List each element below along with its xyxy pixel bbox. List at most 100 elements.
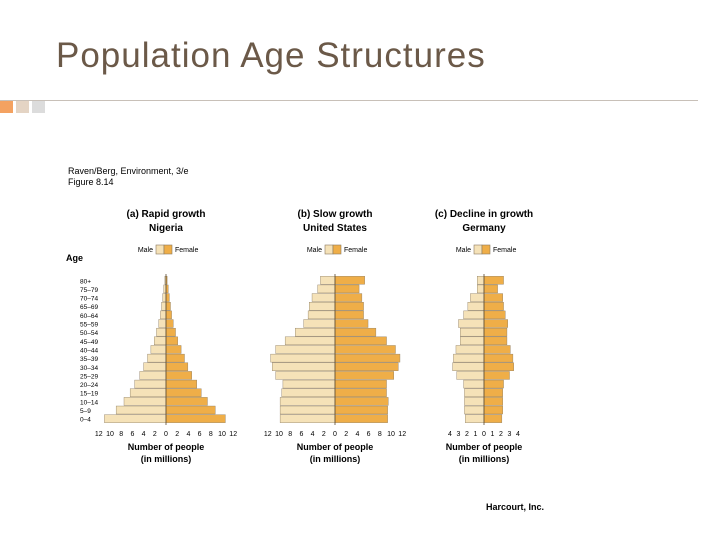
legend-male-label: Male <box>138 247 153 254</box>
panel-title: (a) Rapid growth <box>127 209 206 220</box>
x-axis-label-units: (in millions) <box>459 454 510 464</box>
bar-male <box>139 371 167 380</box>
bar-female <box>483 276 504 285</box>
source-line-1: Raven/Berg, Environment, 3/e <box>68 166 189 176</box>
bar-female <box>165 353 185 363</box>
bar-male <box>270 353 336 363</box>
x-tick-label: 12 <box>398 431 406 438</box>
bar-male <box>463 379 485 389</box>
bar-female <box>334 397 389 406</box>
x-tick-label: 6 <box>367 431 371 438</box>
age-label: 65–69 <box>80 304 98 311</box>
bar-male <box>104 414 167 423</box>
bar-male <box>311 293 336 302</box>
panel-title: (c) Decline in growth <box>435 209 533 220</box>
bar-male <box>460 336 485 346</box>
bar-female <box>483 371 510 380</box>
legend: Male Female <box>138 244 198 255</box>
legend-female-swatch <box>163 244 173 255</box>
age-label: 30–34 <box>80 365 98 372</box>
bar-female <box>165 345 182 354</box>
age-label: 80+ <box>80 278 91 285</box>
x-tick-label: 2 <box>499 431 503 438</box>
bar-male <box>284 336 336 346</box>
bar-male <box>143 362 167 371</box>
bar-male <box>275 371 336 380</box>
legend-male-swatch <box>473 244 483 255</box>
bar-male <box>275 345 336 354</box>
bar-male <box>453 353 485 363</box>
x-tick-label: 12 <box>264 431 272 438</box>
x-tick-label: 10 <box>106 431 114 438</box>
x-tick-label: 2 <box>465 431 469 438</box>
bar-male <box>455 345 485 354</box>
legend-female-label: Female <box>493 247 516 254</box>
bar-female <box>165 379 197 389</box>
age-label: 15–19 <box>80 391 98 398</box>
legend-female-swatch <box>332 244 342 255</box>
age-heading: Age <box>66 253 83 263</box>
x-tick-label: 10 <box>218 431 226 438</box>
bar-female <box>165 293 170 302</box>
bar-male <box>309 302 336 311</box>
age-label: 20–24 <box>80 382 98 389</box>
x-tick-label: 6 <box>198 431 202 438</box>
bar-female <box>483 327 508 337</box>
age-label: 55–59 <box>80 322 98 329</box>
pyramid-panel: (b) Slow growth United States Male Female 12… <box>264 209 406 464</box>
bar-male <box>161 302 167 311</box>
bar-male <box>295 327 336 337</box>
bar-female <box>334 414 388 423</box>
bar-female <box>483 414 503 423</box>
bar-male <box>320 276 336 285</box>
bar-female <box>334 353 401 363</box>
x-tick-label: 10 <box>275 431 283 438</box>
bar-female <box>334 371 394 380</box>
bar-female <box>483 319 508 328</box>
bar-male <box>317 284 336 294</box>
legend-female-label: Female <box>344 247 367 254</box>
legend-male-swatch <box>324 244 334 255</box>
x-tick-label: 8 <box>119 431 123 438</box>
credit-text: Harcourt, Inc. <box>486 502 544 512</box>
x-tick-label: 3 <box>508 431 512 438</box>
age-label: 0–4 <box>80 417 91 424</box>
bar-female <box>483 310 506 320</box>
x-tick-label: 8 <box>209 431 213 438</box>
title-rule-right <box>56 100 698 101</box>
bar-male <box>281 388 336 397</box>
bar-male <box>303 319 336 328</box>
x-tick-label: 8 <box>378 431 382 438</box>
age-label: 35–39 <box>80 356 98 363</box>
age-label: 60–64 <box>80 313 98 320</box>
x-tick-label: 4 <box>186 431 190 438</box>
x-tick-label: 4 <box>516 431 520 438</box>
x-tick-label: 4 <box>311 431 315 438</box>
legend-male-swatch <box>155 244 165 255</box>
bar-female <box>334 336 387 346</box>
bar-female <box>165 336 178 346</box>
bar-male <box>150 345 167 354</box>
bar-female <box>483 397 503 406</box>
x-tick-label: 0 <box>333 431 337 438</box>
bar-male <box>477 276 485 285</box>
bar-male <box>279 405 336 415</box>
bar-female <box>165 414 226 423</box>
x-tick-label: 3 <box>457 431 461 438</box>
x-tick-label: 6 <box>130 431 134 438</box>
age-label: 70–74 <box>80 296 98 303</box>
age-label: 40–44 <box>80 347 98 354</box>
bar-female <box>334 345 396 354</box>
bar-male <box>158 319 167 328</box>
x-tick-label: 12 <box>229 431 237 438</box>
bar-female <box>165 388 202 397</box>
x-axis-label: Number of people <box>128 442 205 452</box>
bar-female <box>483 345 511 354</box>
bar-male <box>147 353 167 363</box>
bar-male <box>465 414 485 423</box>
panel-title: (b) Slow growth <box>298 209 373 220</box>
x-tick-label: 12 <box>95 431 103 438</box>
bar-male <box>464 397 485 406</box>
